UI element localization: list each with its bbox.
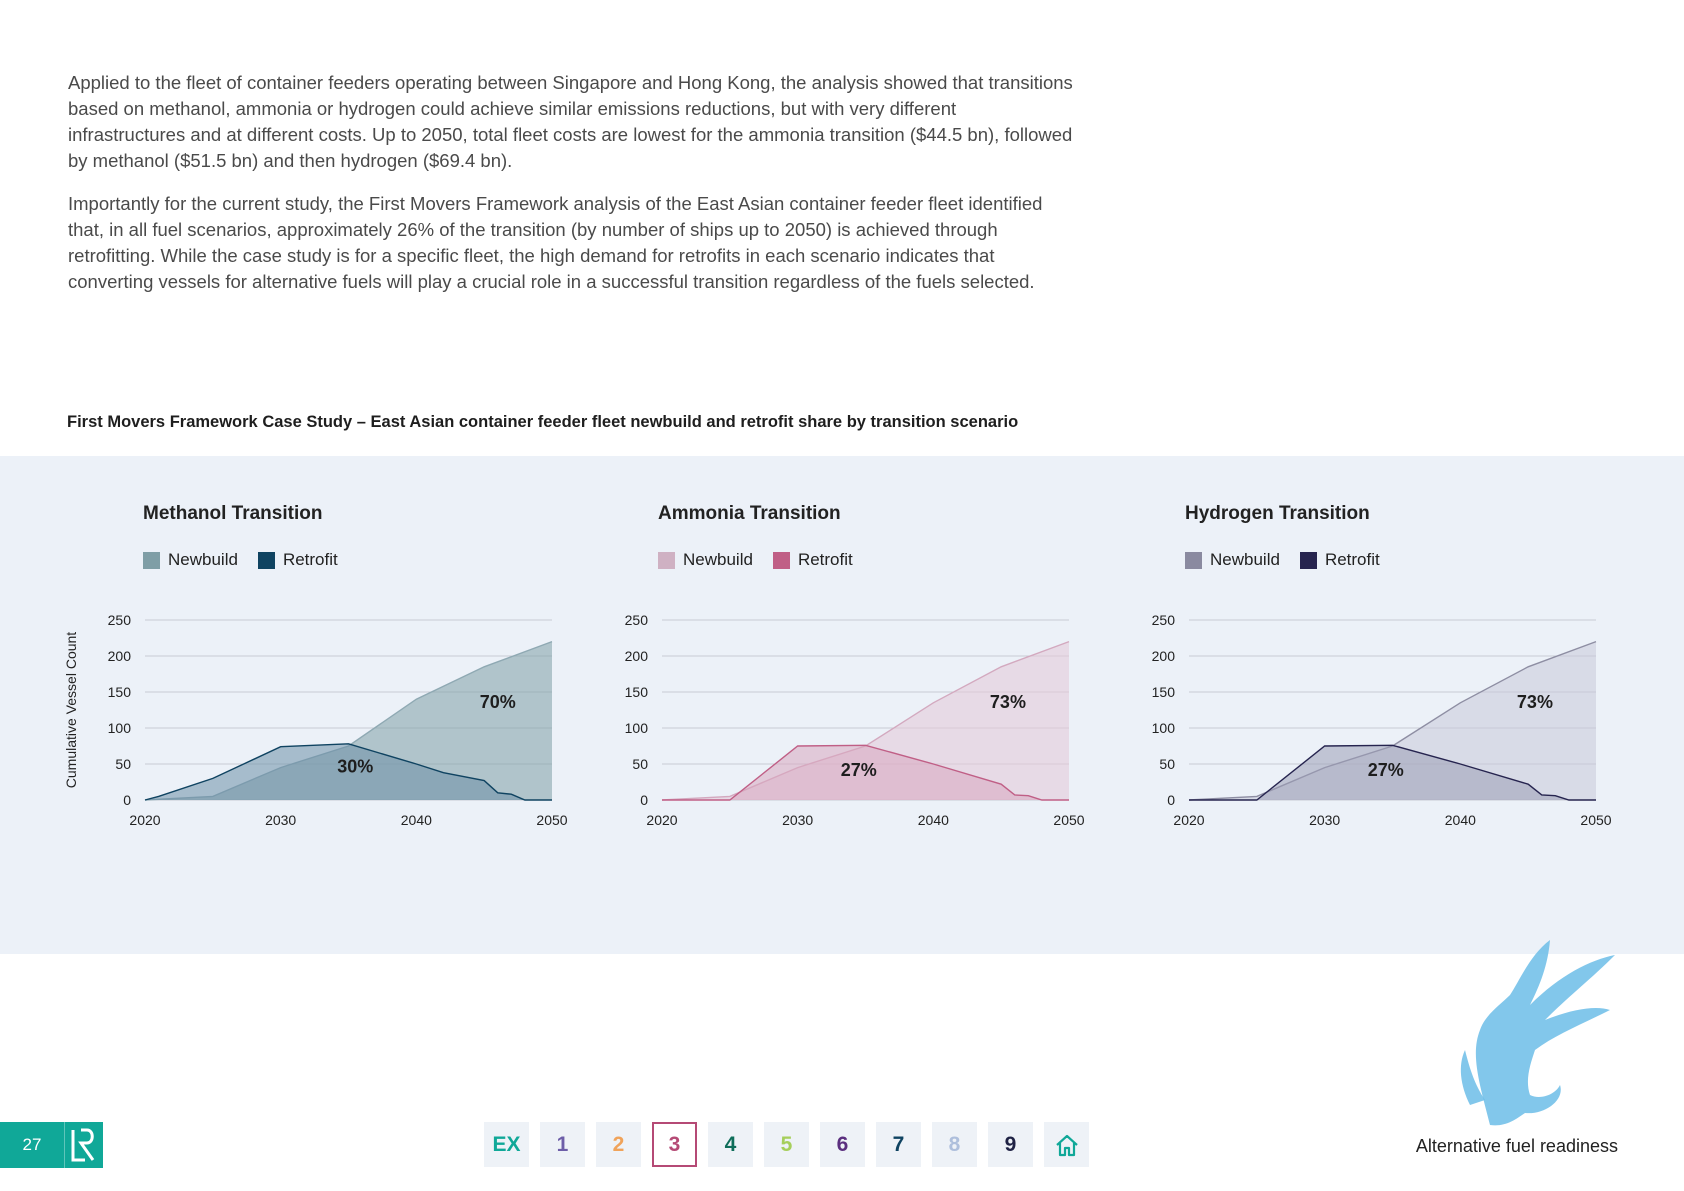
share-annotation: 30% xyxy=(337,757,373,777)
y-tick-label: 50 xyxy=(115,756,131,772)
nav-button-2[interactable]: 2 xyxy=(596,1122,641,1167)
y-tick-label: 150 xyxy=(108,684,132,700)
y-tick-label: 100 xyxy=(1152,720,1176,736)
legend-item-retrofit: Retrofit xyxy=(772,550,853,570)
legend-label-retrofit: Retrofit xyxy=(1324,550,1380,569)
y-tick-label: 200 xyxy=(108,648,132,664)
nav-button-9[interactable]: 9 xyxy=(988,1122,1033,1167)
nav-button-8[interactable]: 8 xyxy=(932,1122,977,1167)
legend-swatch-newbuild xyxy=(658,551,675,569)
y-tick-label: 100 xyxy=(108,720,132,736)
x-tick-label: 2020 xyxy=(646,812,677,828)
intro-paragraph-1: Applied to the fleet of container feeder… xyxy=(68,72,1073,171)
y-tick-label: 150 xyxy=(1152,684,1176,700)
x-tick-label: 2040 xyxy=(918,812,949,828)
chart-title-methanol: Methanol Transition xyxy=(143,503,323,524)
y-tick-label: 50 xyxy=(632,756,648,772)
y-tick-label: 0 xyxy=(1167,792,1175,808)
legend-swatch-newbuild xyxy=(143,551,160,569)
nav-button-3[interactable]: 3 xyxy=(652,1122,697,1167)
y-tick-label: 100 xyxy=(625,720,649,736)
nav-button-home[interactable] xyxy=(1044,1122,1089,1167)
area-retrofit xyxy=(145,743,552,800)
legend-item-newbuild: Newbuild xyxy=(143,550,238,570)
y-tick-label: 150 xyxy=(625,684,649,700)
x-tick-label: 2020 xyxy=(1173,812,1204,828)
x-tick-label: 2040 xyxy=(1445,812,1476,828)
legend-item-retrofit: Retrofit xyxy=(257,550,338,570)
line-retrofit xyxy=(144,743,552,801)
legend-label-newbuild: Newbuild xyxy=(1210,550,1280,569)
section-title: Alternative fuel readiness xyxy=(1415,1136,1618,1156)
line-retrofit xyxy=(1189,744,1596,801)
legend-label-newbuild: Newbuild xyxy=(168,550,238,569)
y-axis-label-container: Cumulative Vessel Count xyxy=(56,620,86,800)
area-newbuild xyxy=(145,641,552,800)
chart-panel xyxy=(0,456,1684,954)
share-annotation: 73% xyxy=(1517,692,1553,712)
y-tick-label: 50 xyxy=(1159,756,1175,772)
share-annotation: 27% xyxy=(841,760,877,780)
legend-swatch-newbuild xyxy=(1185,551,1202,569)
intro-paragraph-2: Importantly for the current study, the F… xyxy=(68,193,1043,292)
chart-title-hydrogen: Hydrogen Transition xyxy=(1185,503,1370,524)
nav-button-7[interactable]: 7 xyxy=(876,1122,921,1167)
lr-logo-icon xyxy=(71,1128,95,1162)
area-retrofit xyxy=(1189,745,1596,800)
legend-label-newbuild: Newbuild xyxy=(683,550,753,569)
chart-ammonia: 0 50 100 150 200 250 2020 2030 2040 2050 73% 27% xyxy=(625,612,1085,828)
nav-button-1[interactable]: 1 xyxy=(540,1122,585,1167)
legend-methanol: Newbuild Retrofit xyxy=(143,550,338,570)
x-tick-label: 2050 xyxy=(1053,812,1084,828)
legend-item-retrofit: Retrofit xyxy=(1299,550,1380,570)
y-tick-label: 250 xyxy=(108,612,132,628)
y-tick-label: 0 xyxy=(640,792,648,808)
nav-button-6[interactable]: 6 xyxy=(820,1122,865,1167)
share-annotation: 27% xyxy=(1368,760,1404,780)
griffin-watermark-icon xyxy=(1460,940,1615,1126)
share-annotation: 73% xyxy=(990,692,1026,712)
x-tick-label: 2020 xyxy=(129,812,160,828)
y-axis-label: Cumulative Vessel Count xyxy=(63,631,79,789)
x-tick-label: 2030 xyxy=(1309,812,1340,828)
x-tick-label: 2050 xyxy=(536,812,567,828)
x-tick-label: 2030 xyxy=(782,812,813,828)
intro-text: Applied to the fleet of container feeder… xyxy=(68,70,1078,312)
nav-button-4[interactable]: 4 xyxy=(708,1122,753,1167)
nav-button-5[interactable]: 5 xyxy=(764,1122,809,1167)
x-tick-label: 2030 xyxy=(265,812,296,828)
legend-ammonia: Newbuild Retrofit xyxy=(658,550,853,570)
nav-button-ex[interactable]: EX xyxy=(484,1122,529,1167)
y-tick-label: 250 xyxy=(625,612,649,628)
legend-hydrogen: Newbuild Retrofit xyxy=(1185,550,1380,570)
page-number: 27 xyxy=(0,1122,64,1168)
lr-logo[interactable] xyxy=(64,1122,103,1168)
legend-swatch-retrofit xyxy=(772,551,790,569)
y-tick-label: 200 xyxy=(1152,648,1176,664)
area-newbuild xyxy=(1189,641,1596,800)
share-annotation: 70% xyxy=(480,692,516,712)
x-tick-label: 2040 xyxy=(401,812,432,828)
chart-title-ammonia: Ammonia Transition xyxy=(658,503,841,524)
y-tick-label: 250 xyxy=(1152,612,1176,628)
legend-swatch-retrofit xyxy=(1299,551,1317,569)
area-newbuild xyxy=(662,641,1069,800)
section-nav: EX 1 2 3 4 5 6 7 8 9 xyxy=(484,1122,1089,1167)
y-tick-label: 0 xyxy=(123,792,131,808)
legend-label-retrofit: Retrofit xyxy=(797,550,853,569)
legend-item-newbuild: Newbuild xyxy=(1185,550,1280,570)
y-tick-label: 200 xyxy=(625,648,649,664)
figure-title: First Movers Framework Case Study – East… xyxy=(67,413,1019,431)
legend-item-newbuild: Newbuild xyxy=(658,550,753,570)
legend-label-retrofit: Retrofit xyxy=(282,550,338,569)
home-icon xyxy=(1055,1134,1078,1156)
chart-methanol: 0 50 100 150 200 250 2020 2030 2040 2050 70% 30% xyxy=(108,612,568,828)
legend-swatch-retrofit xyxy=(257,551,275,569)
chart-hydrogen: 0 50 100 150 200 250 2020 2030 2040 2050 73% 27% xyxy=(1152,612,1612,828)
line-retrofit xyxy=(662,744,1069,801)
area-retrofit xyxy=(662,745,1069,800)
x-tick-label: 2050 xyxy=(1580,812,1611,828)
